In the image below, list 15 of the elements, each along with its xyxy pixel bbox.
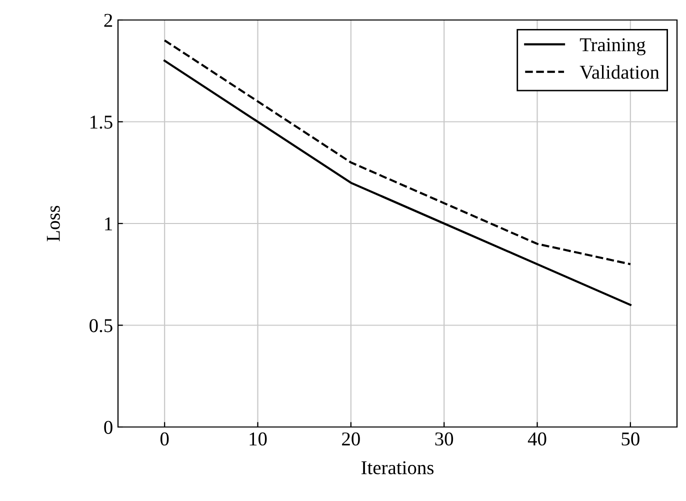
legend-label: Training: [580, 38, 646, 56]
x-tick-label: 10: [250, 432, 267, 446]
y-tick-label: 1: [105, 217, 112, 230]
x-tick-label: 50: [622, 432, 640, 446]
legend-label: Validation: [580, 65, 660, 79]
y-tick-label: 2: [104, 14, 112, 27]
y-tick-label: 0: [104, 420, 112, 434]
y-axis-title: Loss: [46, 206, 60, 242]
y-tick-label: 0.5: [90, 319, 112, 332]
x-axis-title: Iterations: [361, 461, 434, 474]
x-tick-label: 0: [160, 432, 169, 446]
x-tick-label: 40: [528, 432, 546, 446]
y-tick-label: 1.5: [90, 116, 112, 129]
x-tick-label: 20: [342, 432, 360, 446]
x-tick-label: 30: [435, 432, 454, 446]
